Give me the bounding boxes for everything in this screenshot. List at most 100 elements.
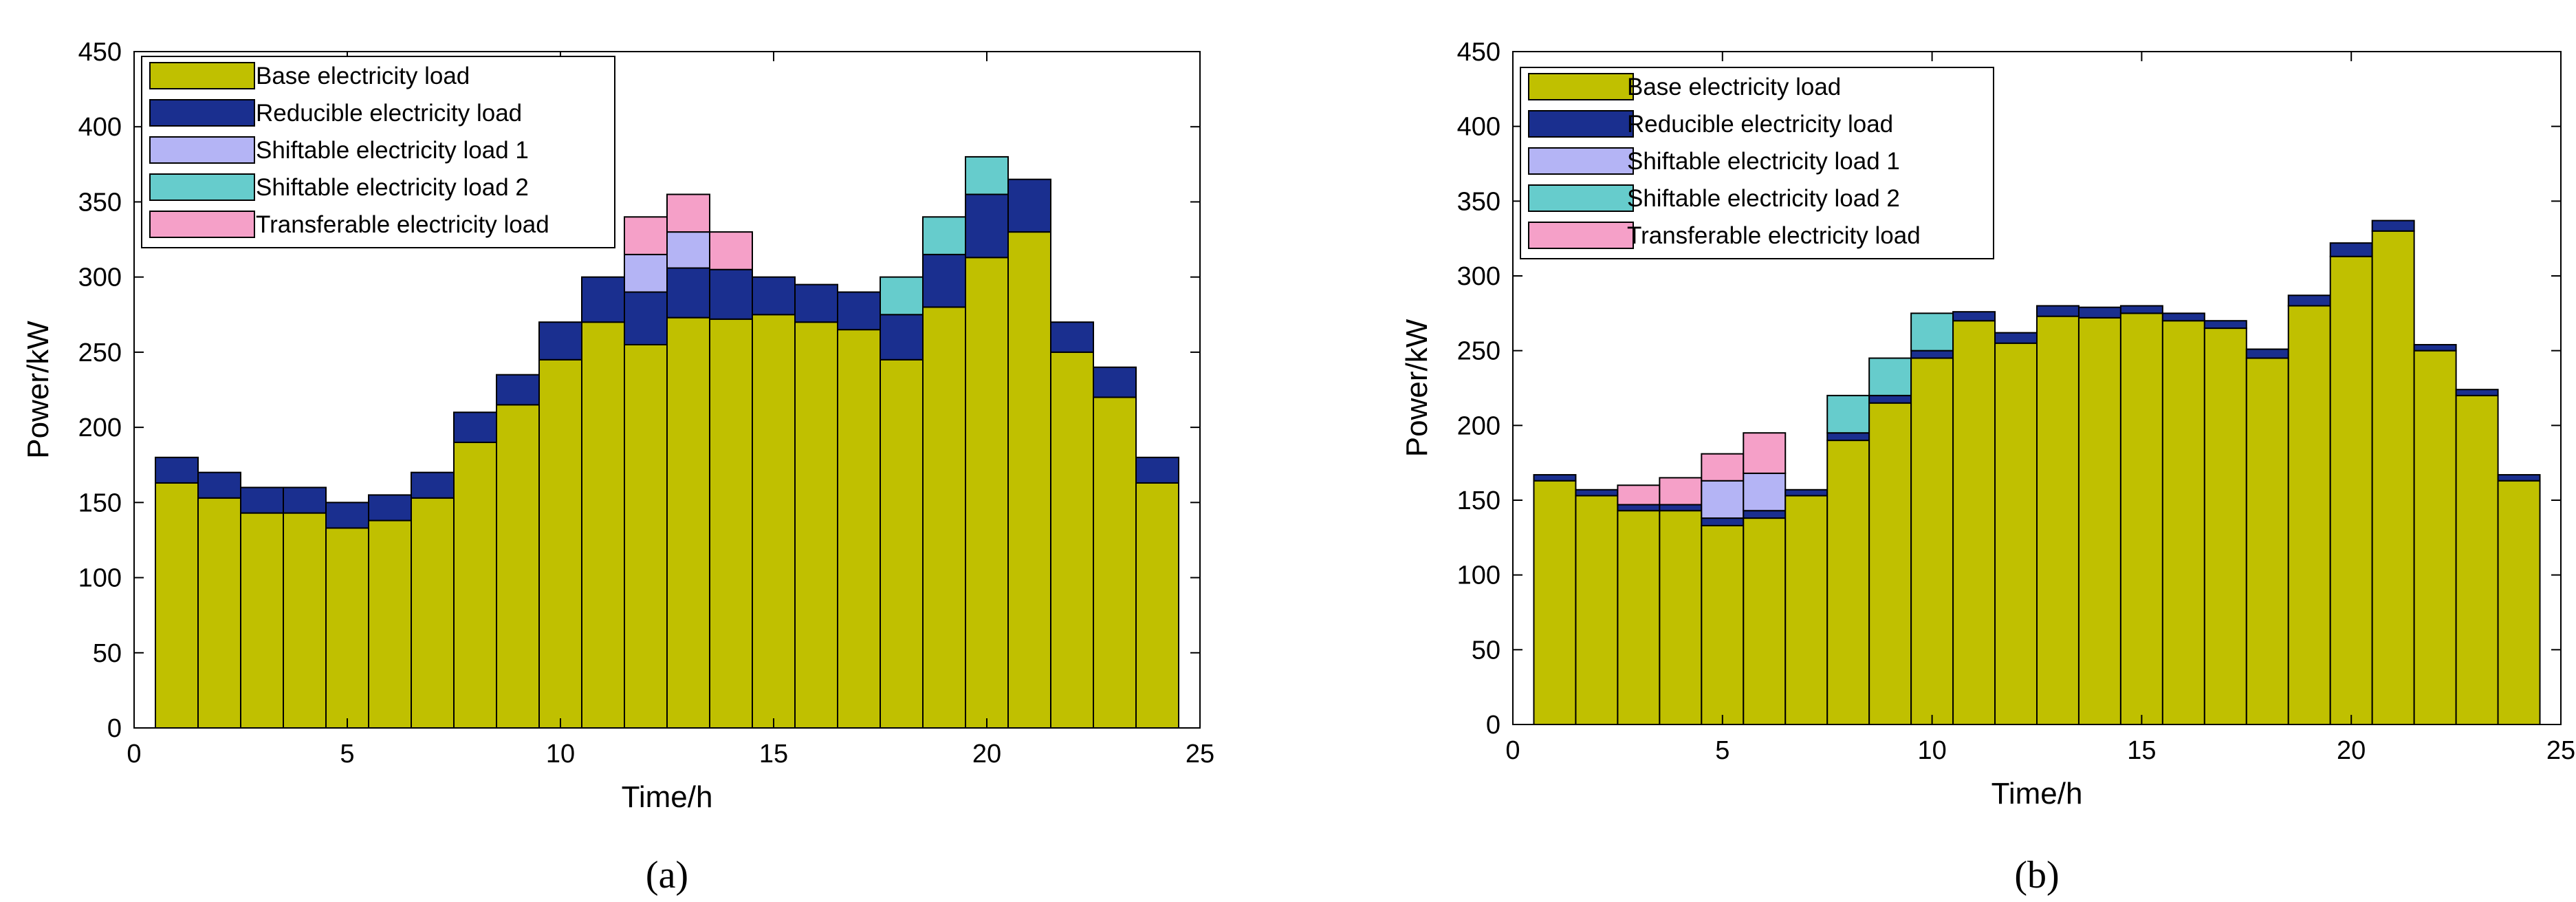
bar-reducible-16	[2161, 312, 2205, 322]
bar-base-10	[1910, 357, 1954, 725]
y-axis-label: Power/kW	[21, 321, 55, 459]
x-axis-label: Time/h	[1991, 777, 2083, 810]
bar-reducible-6	[1743, 510, 1787, 519]
bar-reducible-20	[2329, 242, 2373, 257]
legend-label-shift1: Shiftable electricity load 1	[256, 137, 529, 164]
bar-reducible-5	[1701, 517, 1745, 526]
bar-base-24	[1135, 482, 1179, 729]
bar-transferable-14	[709, 231, 753, 270]
bar-base-12	[624, 343, 668, 729]
bar-base-17	[2203, 327, 2247, 726]
bar-reducible-8	[1826, 432, 1870, 442]
bar-reducible-5	[325, 502, 369, 529]
bar-base-24	[2497, 480, 2541, 725]
bar-reducible-7	[1784, 488, 1829, 497]
bar-reducible-14	[709, 268, 753, 320]
bar-transferable-6	[1743, 432, 1787, 474]
bar-reducible-12	[624, 291, 668, 345]
bar-reducible-4	[283, 486, 327, 514]
y-tick-label: 400	[1457, 113, 1500, 142]
bar-reducible-3	[240, 486, 284, 514]
bar-reducible-9	[1868, 394, 1912, 404]
bar-base-15	[2119, 312, 2163, 726]
y-tick-label: 200	[1457, 411, 1500, 440]
x-tick-label: 0	[1505, 736, 1520, 765]
bar-base-8	[453, 441, 497, 729]
y-tick-label: 350	[1457, 187, 1500, 216]
bar-base-1	[155, 482, 199, 729]
bar-reducible-1	[1533, 474, 1577, 482]
y-tick-label: 250	[1457, 337, 1500, 366]
bar-base-22	[1050, 351, 1094, 729]
bar-base-6	[368, 519, 412, 729]
legend-label-transferable: Transferable electricity load	[1627, 222, 1921, 249]
y-tick-label: 50	[1472, 636, 1500, 665]
x-tick-label: 20	[972, 740, 1001, 769]
y-tick-label: 100	[1457, 561, 1500, 590]
bar-reducible-14	[2077, 306, 2121, 319]
bar-base-3	[240, 512, 284, 729]
bar-transferable-5	[1701, 453, 1745, 482]
bar-reducible-16	[794, 283, 838, 323]
bar-reducible-17	[2203, 320, 2247, 330]
x-tick-label: 15	[2127, 736, 2156, 765]
bar-reducible-15	[752, 276, 796, 316]
bar-shift2-19	[922, 216, 966, 255]
chart-panel-b: 0 5 10 15 20 25050100150200250300350400450Tim…	[1400, 38, 2575, 896]
bar-base-14	[709, 318, 753, 729]
bar-reducible-2	[1575, 488, 1619, 497]
bar-base-18	[2245, 357, 2289, 725]
x-axis-label: Time/h	[622, 780, 713, 814]
legend-swatch-transferable	[1528, 222, 1634, 249]
bar-reducible-13	[2036, 305, 2080, 317]
bar-base-23	[1093, 396, 1137, 729]
bar-reducible-23	[1093, 366, 1137, 398]
bar-base-1	[1533, 480, 1577, 725]
y-tick-label: 450	[78, 38, 122, 67]
bar-transferable-13	[666, 193, 710, 233]
bar-reducible-21	[1007, 178, 1051, 233]
bar-base-4	[283, 512, 327, 729]
bar-shift1-5	[1701, 480, 1745, 519]
bar-reducible-11	[1952, 311, 1996, 322]
legend-swatch-reducible	[149, 99, 255, 127]
bar-base-19	[2287, 305, 2331, 725]
legend-swatch-transferable	[149, 211, 255, 238]
bar-base-2	[1575, 495, 1619, 725]
y-tick-label: 450	[1457, 38, 1500, 67]
x-tick-label: 5	[1715, 736, 1729, 765]
bar-reducible-19	[922, 253, 966, 308]
bar-base-9	[496, 404, 540, 729]
bar-base-22	[2413, 350, 2457, 725]
bar-reducible-18	[2245, 348, 2289, 359]
bar-base-11	[1952, 320, 1996, 725]
bar-reducible-24	[2497, 474, 2541, 482]
x-tick-label: 25	[2546, 736, 2575, 765]
bar-reducible-6	[368, 494, 412, 522]
legend-swatch-shift1	[149, 136, 255, 164]
legend-swatch-base	[1528, 73, 1634, 100]
bar-shift1-12	[624, 253, 668, 293]
y-tick-label: 300	[1457, 262, 1500, 291]
y-tick-label: 150	[78, 488, 122, 517]
chart-panel-a: 0 5 10 15 20 25050100150200250300350400450Tim…	[21, 38, 1214, 896]
bar-base-14	[2077, 316, 2121, 725]
bar-base-4	[1659, 510, 1703, 725]
legend-swatch-shift2	[149, 173, 255, 201]
x-tick-label: 15	[759, 740, 788, 769]
bar-base-5	[1701, 524, 1745, 725]
bar-reducible-13	[666, 267, 710, 319]
bar-base-20	[2329, 255, 2373, 726]
bar-base-10	[538, 358, 582, 729]
y-axis-label: Power/kW	[1400, 319, 1434, 457]
bar-reducible-22	[1050, 321, 1094, 353]
legend-swatch-shift1	[1528, 147, 1634, 175]
bar-reducible-18	[880, 314, 924, 361]
bar-base-2	[197, 497, 241, 729]
bar-reducible-1	[155, 456, 199, 484]
bar-base-6	[1743, 517, 1787, 726]
bar-shift2-9	[1868, 357, 1912, 396]
bar-base-5	[325, 527, 369, 729]
bar-base-13	[2036, 315, 2080, 725]
